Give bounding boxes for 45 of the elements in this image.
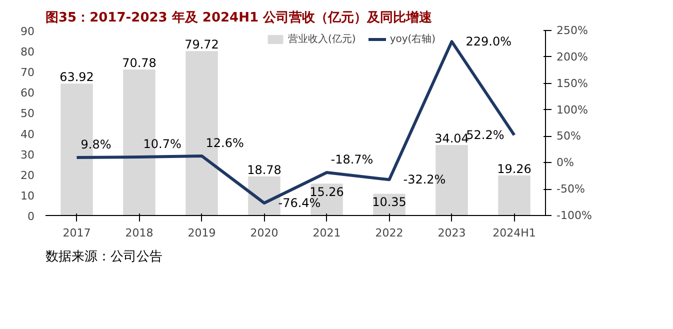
y-tick-label: 40 xyxy=(20,128,35,141)
data-label: 34.04 xyxy=(434,132,469,146)
y2-tick-label: 100% xyxy=(556,103,588,116)
x-tick-label: 2021 xyxy=(312,226,341,240)
data-label: 9.8% xyxy=(80,137,112,152)
y-tick-label: 0 xyxy=(28,210,34,223)
data-label: 19.26 xyxy=(497,162,532,176)
y2-tick-label: -100% xyxy=(556,209,592,222)
x-tick-label: 2023 xyxy=(438,226,466,240)
data-label: 12.6% xyxy=(206,136,244,150)
data-label: 70.78 xyxy=(122,56,156,70)
y-tick-label: 80 xyxy=(20,46,35,59)
data-label: 10.35 xyxy=(372,195,406,210)
y-tick-label: 10 xyxy=(20,189,35,202)
y-tick-label: 60 xyxy=(20,86,35,100)
legend-label: yoy(右轴) xyxy=(390,32,436,46)
data-label: 63.92 xyxy=(60,70,94,84)
data-label: 10.7% xyxy=(143,136,182,151)
source-note: 数据来源：公司公告 xyxy=(46,250,162,264)
chart-title: 图35：2017-2023 年及 2024H1 公司营收（亿元）及同比增速 xyxy=(46,10,434,26)
data-label: 229.0% xyxy=(466,34,512,49)
legend-label: 营业收入(亿元) xyxy=(288,32,356,46)
x-tick-label: 2017 xyxy=(62,226,91,240)
y2-tick-label: -50% xyxy=(556,182,585,196)
y2-tick-label: 250% xyxy=(556,24,588,37)
data-label: 18.78 xyxy=(247,162,282,177)
data-label: 79.72 xyxy=(184,38,219,52)
y-tick-label: 70 xyxy=(20,66,35,80)
y-tick-label: 50 xyxy=(20,107,35,120)
x-tick-label: 2019 xyxy=(188,226,216,240)
data-label: -32.2% xyxy=(403,172,446,187)
bar xyxy=(248,176,280,216)
x-tick-label: 2024H1 xyxy=(492,226,536,240)
y2-tick-label: 150% xyxy=(556,76,588,90)
y-tick-label: 30 xyxy=(20,148,35,162)
data-label: -18.7% xyxy=(330,152,374,167)
y2-tick-label: 0% xyxy=(556,156,574,170)
x-tick-label: 2018 xyxy=(125,226,154,240)
y2-tick-label: 200% xyxy=(556,50,588,64)
y2-tick-label: 50% xyxy=(556,130,581,143)
y-tick-label: 90 xyxy=(20,25,35,38)
x-tick-label: 2020 xyxy=(250,226,278,240)
x-tick-label: 2022 xyxy=(375,226,404,240)
y-tick-label: 20 xyxy=(20,168,35,182)
bar xyxy=(498,175,530,216)
